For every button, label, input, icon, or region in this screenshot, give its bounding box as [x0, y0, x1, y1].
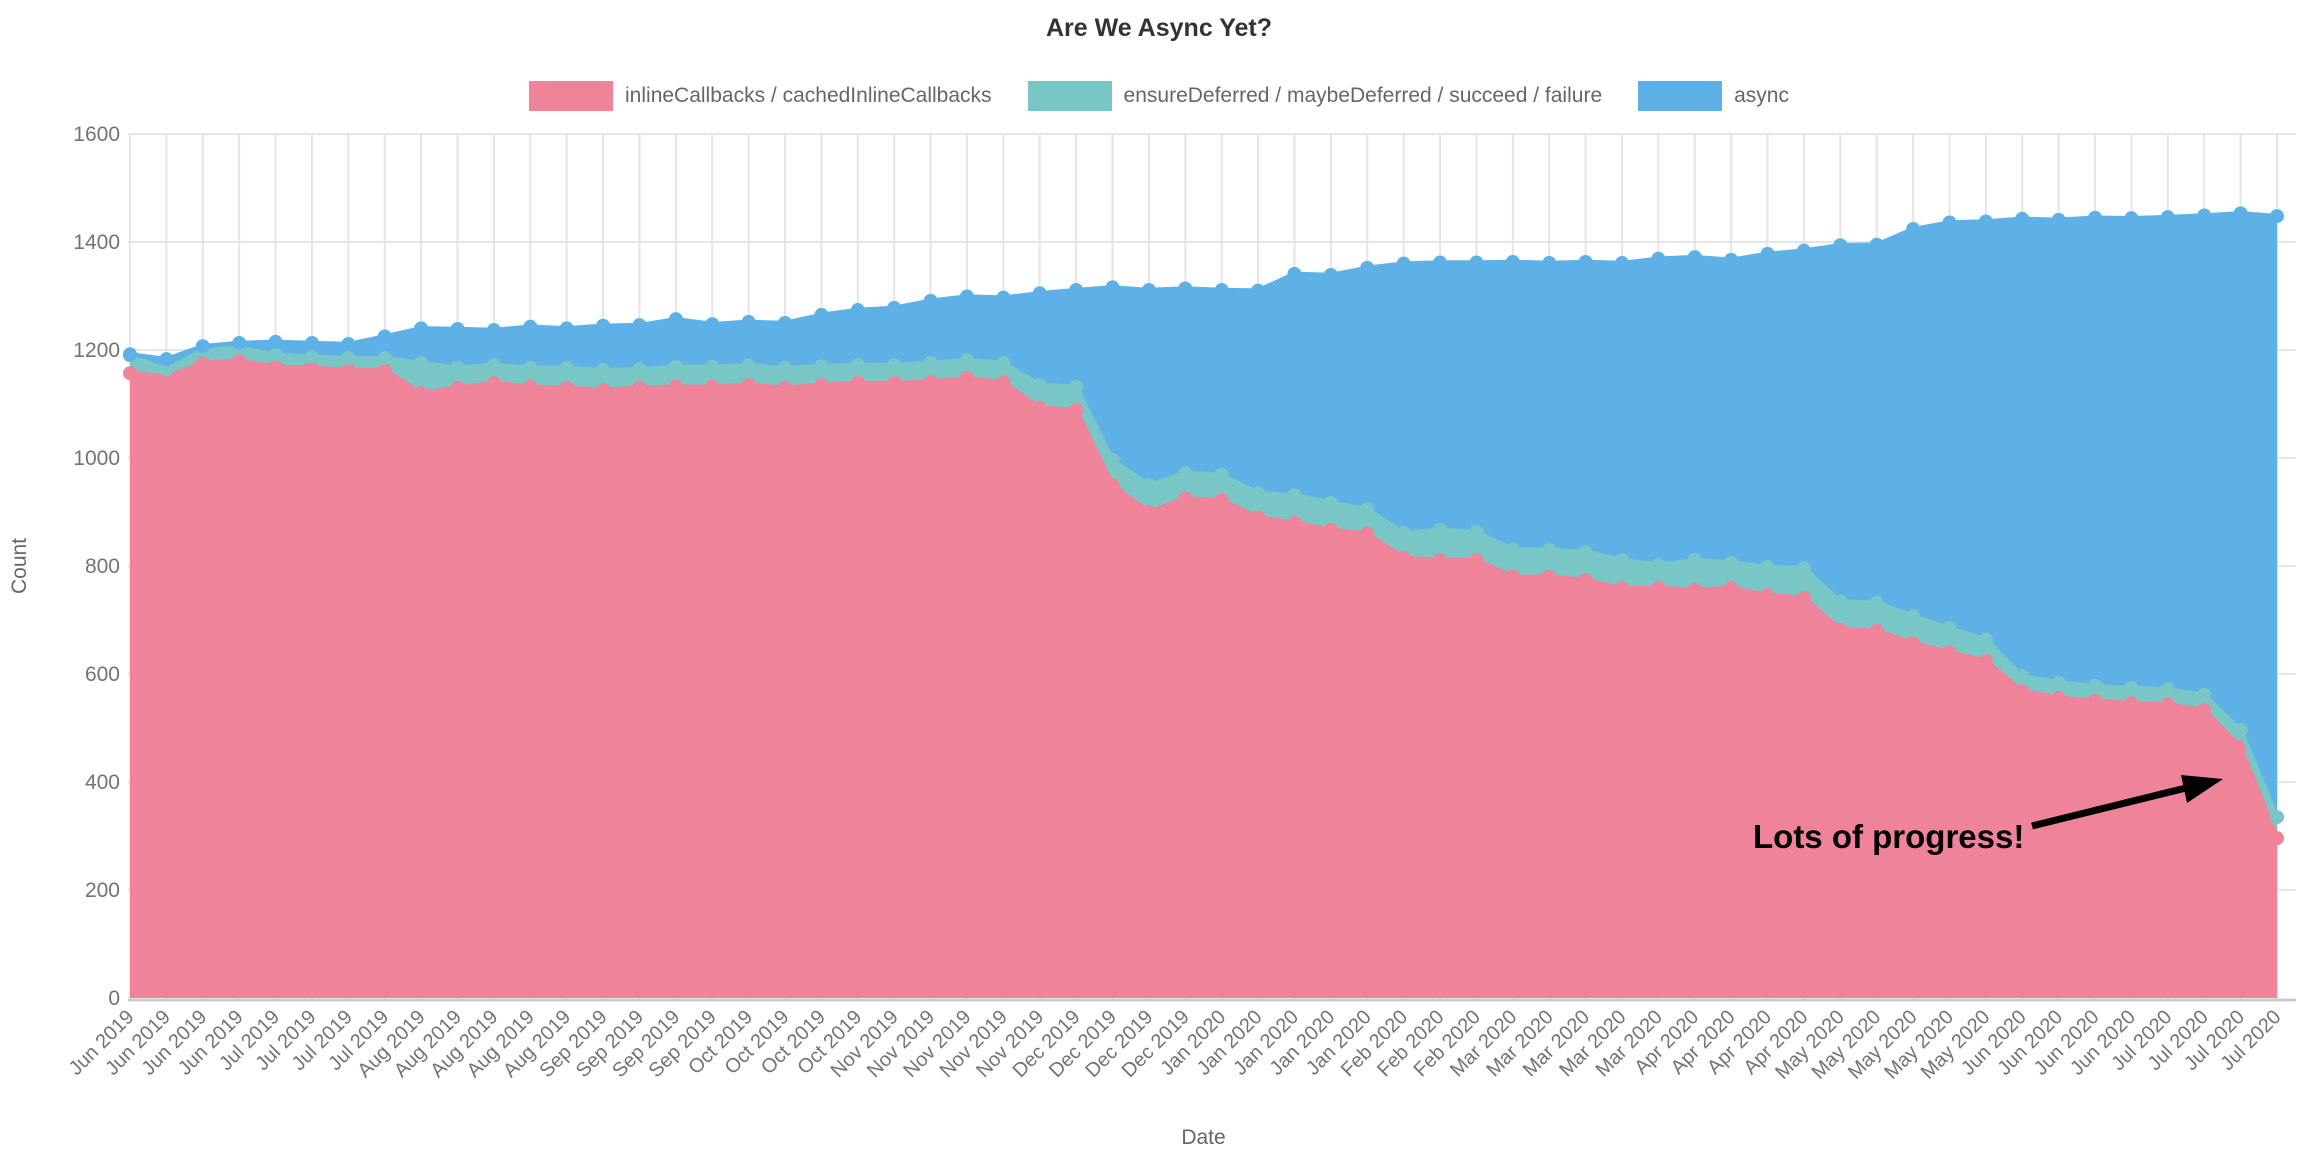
legend-item-inlinecallbacks[interactable]: inlineCallbacks / cachedInlineCallbacks: [529, 81, 992, 111]
area-inlinecallbacks: [130, 360, 2277, 998]
legend: inlineCallbacks / cachedInlineCallbacks …: [0, 81, 2318, 111]
svg-text:1400: 1400: [73, 231, 120, 254]
chart-title: Are We Async Yet?: [1045, 14, 1273, 42]
svg-text:0: 0: [108, 987, 120, 1010]
legend-swatch-async-icon: [1638, 81, 1723, 111]
annotation-arrow-icon: [2031, 775, 2223, 830]
svg-text:1200: 1200: [73, 339, 120, 362]
x-axis-title: Date: [1181, 1126, 1225, 1149]
svg-text:400: 400: [85, 771, 120, 794]
area-async: [130, 213, 2277, 818]
legend-label: async: [1734, 84, 1789, 107]
svg-text:1600: 1600: [73, 123, 120, 146]
series-lines-and-points: [123, 206, 2284, 846]
svg-text:1000: 1000: [73, 447, 120, 470]
legend-item-ensuredeferred[interactable]: ensureDeferred / maybeDeferred / succeed…: [1027, 81, 1603, 111]
y-tick-labels: 0 200 400 600 800 1000 1200 1400 1600: [73, 123, 120, 1010]
svg-text:800: 800: [85, 555, 120, 578]
svg-text:200: 200: [85, 879, 120, 902]
legend-label: inlineCallbacks / cachedInlineCallbacks: [625, 84, 992, 107]
svg-text:600: 600: [85, 663, 120, 686]
series-areas: [130, 213, 2277, 998]
annotation-text: Lots of progress!: [1753, 818, 2025, 855]
y-axis-title: Count: [8, 538, 31, 594]
legend-swatch-ensuredeferred-icon: [1027, 81, 1112, 111]
legend-swatch-inlinecallbacks-icon: [529, 81, 614, 111]
legend-label: ensureDeferred / maybeDeferred / succeed…: [1123, 84, 1603, 107]
legend-item-async[interactable]: async: [1638, 81, 1789, 111]
